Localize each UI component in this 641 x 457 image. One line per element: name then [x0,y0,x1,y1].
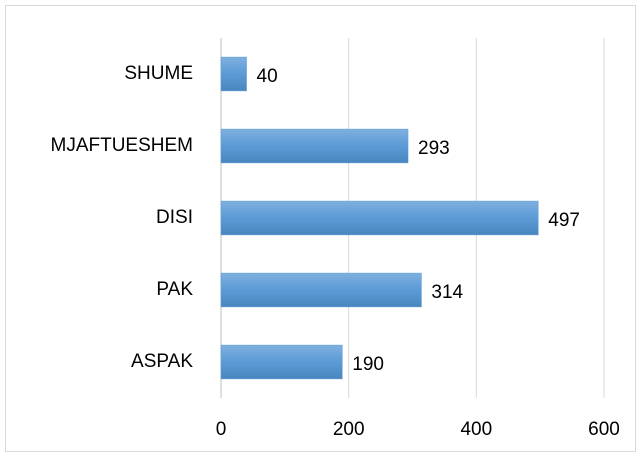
bar [220,56,247,92]
data-label: 293 [418,138,450,159]
x-tick-label: 400 [460,419,492,440]
y-tick-label: DISI [156,207,193,228]
y-tick-label: ASPAK [131,351,193,372]
y-tick-label: MJAFTUESHEM [51,135,194,156]
data-label: 190 [352,354,384,375]
y-tick-label: PAK [156,279,193,300]
x-tick-label: 600 [588,419,620,440]
data-label: 314 [431,282,463,303]
data-label: 497 [548,210,580,231]
data-label: 40 [257,66,278,87]
bar [220,128,409,164]
x-tick-label: 200 [333,419,365,440]
bar [220,344,343,380]
y-tick-label: SHUME [124,63,193,84]
bar [220,272,422,308]
bar [220,200,539,236]
x-tick-label: 0 [216,419,227,440]
